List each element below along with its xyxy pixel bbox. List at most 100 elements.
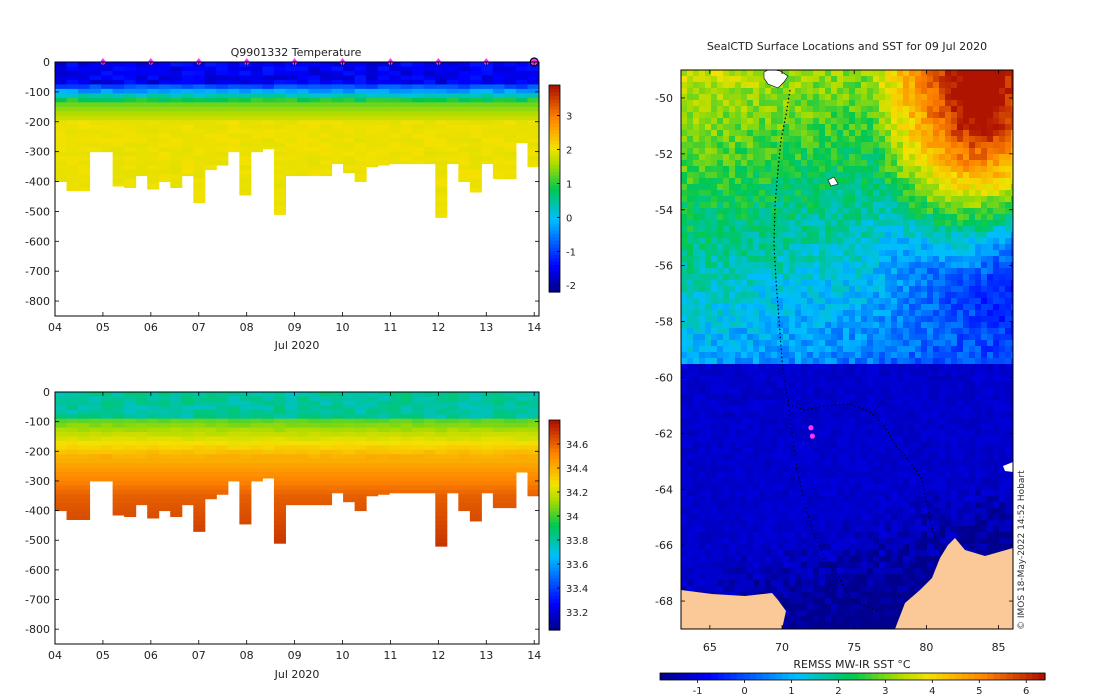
- temperature-colorbar-swatch: [549, 195, 560, 200]
- sst-cell: [795, 178, 802, 185]
- temperature-y-axis: 0-100-200-300-400-500-600-700-800: [25, 56, 539, 308]
- sst-cell: [705, 136, 712, 143]
- sst-cell: [795, 586, 802, 593]
- temperature-cell: [435, 142, 448, 148]
- temperature-cell: [469, 111, 482, 117]
- sst-cell: [729, 538, 736, 545]
- salinity-cell: [181, 494, 194, 500]
- sst-cell: [699, 550, 706, 557]
- sst-cell: [819, 364, 826, 371]
- temperature-cell: [204, 106, 217, 112]
- sst-cell: [765, 550, 772, 557]
- temperature-cell: [423, 75, 436, 81]
- salinity-cell: [239, 467, 252, 473]
- salinity-cell: [423, 472, 436, 477]
- temperature-cell: [158, 156, 171, 162]
- temperature-cell: [158, 138, 171, 144]
- sst-cell: [711, 376, 718, 383]
- salinity-cell: [204, 476, 217, 482]
- salinity-cell: [112, 480, 125, 486]
- salinity-cell: [458, 418, 471, 424]
- sst-cell: [771, 376, 778, 383]
- sst-cell: [723, 556, 730, 563]
- sst-cell: [747, 334, 754, 341]
- temperature-cell: [147, 187, 160, 190]
- temperature-colorbar-swatch: [549, 147, 560, 152]
- temperature-cell: [435, 84, 448, 90]
- sst-cell: [813, 280, 820, 287]
- sst-cell: [747, 568, 754, 575]
- temperature-colorbar-swatch: [549, 109, 560, 114]
- temperature-cell: [124, 106, 137, 112]
- temperature-cell: [515, 93, 528, 99]
- salinity-cell: [458, 423, 471, 429]
- sst-cell: [837, 430, 844, 437]
- temperature-cell: [250, 142, 263, 148]
- sst-cell: [813, 562, 820, 569]
- sst-cell: [795, 412, 802, 419]
- temperature-cell: [112, 93, 125, 99]
- salinity-cell: [78, 454, 91, 460]
- sst-cell: [843, 178, 850, 185]
- sst-cell: [843, 124, 850, 131]
- temperature-cell: [297, 151, 310, 157]
- sst-cell: [777, 412, 784, 419]
- salinity-colorbar-swatch: [549, 444, 560, 449]
- temperature-cell: [273, 156, 286, 162]
- temperature-cell: [216, 111, 229, 117]
- sst-cell: [789, 256, 796, 263]
- sst-cell: [687, 136, 694, 143]
- salinity-cell: [435, 498, 448, 504]
- sst-cell: [825, 574, 832, 581]
- sst-cell: [711, 358, 718, 365]
- salinity-cell: [181, 480, 194, 486]
- temperature-cell: [469, 138, 482, 144]
- sst-cell: [723, 574, 730, 581]
- sst-cell: [831, 196, 838, 203]
- sst-cell: [699, 574, 706, 581]
- sst-cell: [813, 286, 820, 293]
- temperature-cell: [412, 160, 425, 165]
- salinity-cell: [147, 445, 160, 451]
- temperature-cell: [423, 84, 436, 90]
- salinity-cell: [181, 400, 194, 406]
- sst-cell: [699, 268, 706, 275]
- salinity-cell: [458, 409, 471, 415]
- sst-cell: [819, 88, 826, 95]
- temperature-cell: [193, 183, 206, 189]
- temperature-cell: [170, 165, 183, 171]
- sst-cell: [771, 388, 778, 395]
- sst-cell: [711, 352, 718, 359]
- temperature-cell: [250, 66, 263, 72]
- sst-cell: [801, 514, 808, 521]
- salinity-cell: [504, 423, 517, 429]
- salinity-cell: [147, 467, 160, 473]
- sst-cell: [813, 454, 820, 461]
- sst-cell: [819, 238, 826, 245]
- sst-cell: [807, 196, 814, 203]
- sst-cell: [837, 202, 844, 209]
- sst-cell: [837, 298, 844, 305]
- sst-cell: [837, 118, 844, 125]
- sst-cell: [783, 496, 790, 503]
- sst-cell: [789, 292, 796, 299]
- temperature-cell: [239, 120, 252, 126]
- salinity-cell: [343, 454, 356, 460]
- temperature-cell: [181, 84, 194, 90]
- salinity-cell: [331, 409, 344, 415]
- sst-cell: [753, 418, 760, 425]
- temperature-cell: [101, 138, 114, 144]
- sst-cell: [729, 250, 736, 257]
- sst-cell: [771, 508, 778, 515]
- temperature-cell: [481, 142, 494, 148]
- salinity-cell: [135, 427, 148, 433]
- temperature-cell: [435, 147, 448, 153]
- sst-cell: [759, 532, 766, 539]
- salinity-cell: [458, 405, 471, 411]
- temperature-cell: [515, 102, 528, 108]
- temperature-cell: [435, 102, 448, 108]
- sst-cell: [777, 478, 784, 485]
- temperature-cell: [204, 62, 217, 67]
- temperature-cell: [204, 147, 217, 153]
- temperature-cell: [458, 142, 471, 148]
